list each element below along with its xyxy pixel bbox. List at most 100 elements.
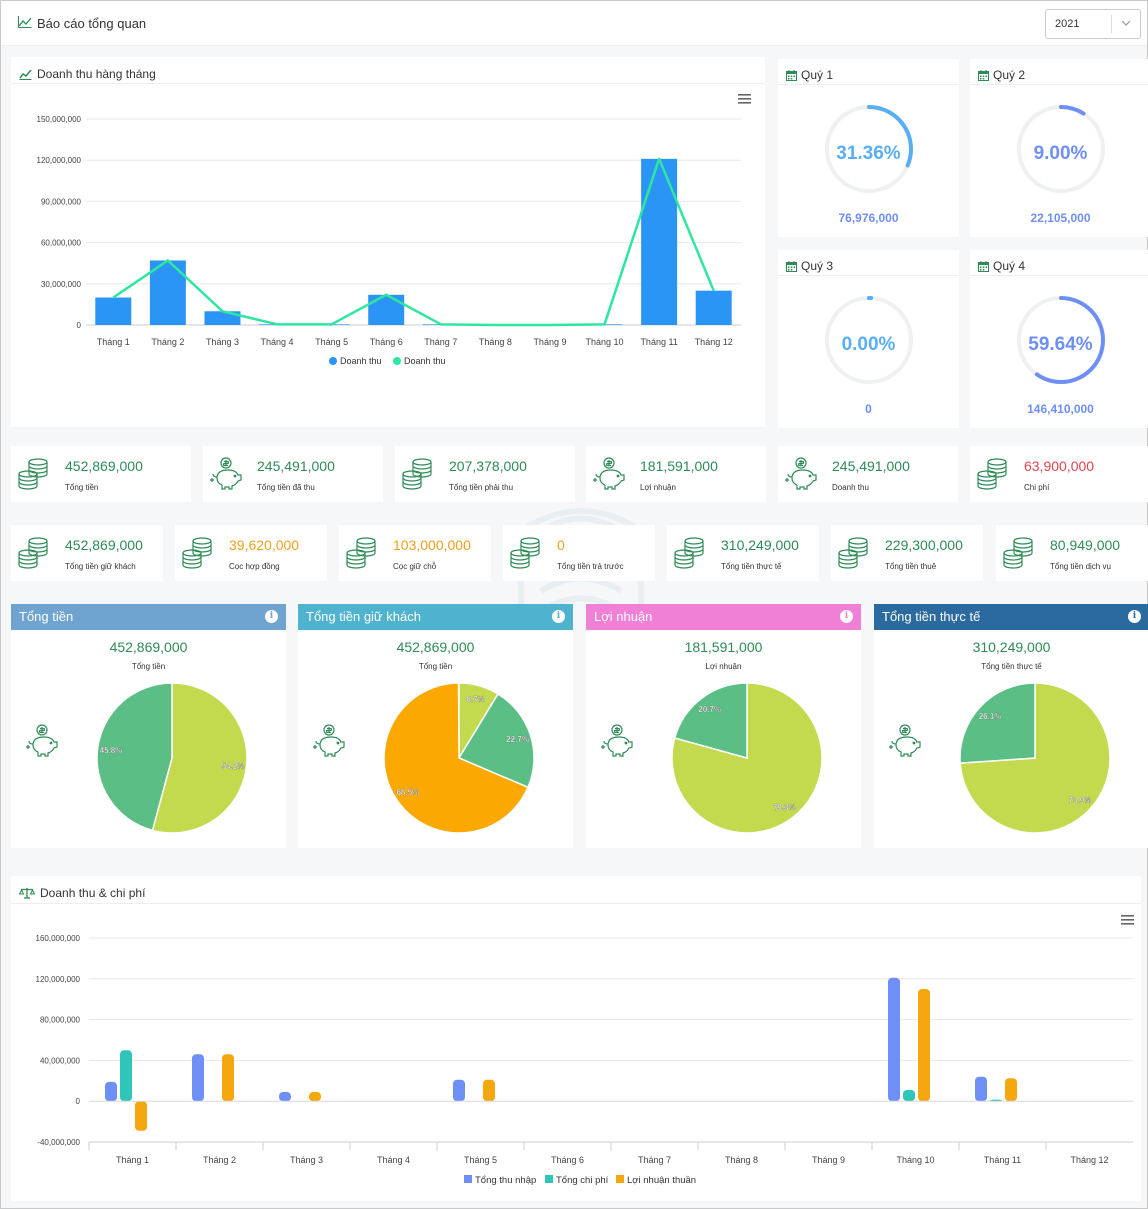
y-tick-label: 80,000,000	[40, 1016, 81, 1025]
revenue-bar[interactable]	[695, 290, 732, 325]
revenue-line[interactable]	[112, 157, 715, 327]
pie-title: Lợi nhuận	[594, 609, 653, 624]
chevron-down-icon[interactable]	[1120, 18, 1132, 28]
pie-icon-wrap	[600, 723, 636, 762]
quarter-card-1: Quý 1 31.36% 76,976,000	[778, 59, 959, 237]
x-tick-label: Tháng 6	[551, 1155, 584, 1165]
card-icon-wrap	[17, 535, 51, 574]
quarter-title: Quý 1	[786, 68, 833, 82]
quarter-progress-ring	[825, 296, 913, 384]
divider	[11, 83, 765, 84]
x-tick-label: Tháng 12	[1070, 1155, 1108, 1165]
quarter-title: Quý 4	[978, 259, 1025, 273]
divider	[778, 84, 959, 85]
legend-label[interactable]: Tổng chi phí	[556, 1175, 609, 1186]
ring-progress	[1017, 105, 1105, 193]
legend-label[interactable]: Doanh thu	[404, 356, 446, 366]
income-expense-bar[interactable]	[309, 1092, 321, 1102]
income-expense-bar[interactable]	[135, 1101, 147, 1131]
card-icon-wrap	[837, 535, 871, 574]
pie-subtitle: Tổng tiền	[418, 662, 453, 671]
legend-label[interactable]: Lợi nhuận thuần	[627, 1175, 696, 1186]
quarter-amount: 22,105,000	[1030, 211, 1091, 225]
income-expense-bar[interactable]	[222, 1054, 234, 1102]
info-icon[interactable]: i	[840, 610, 853, 623]
divider	[970, 275, 1148, 276]
income-expense-bar[interactable]	[1005, 1078, 1017, 1102]
income-expense-bar[interactable]	[120, 1050, 132, 1102]
coins-icon	[1003, 537, 1033, 569]
card-value: 245,491,000	[257, 458, 335, 474]
summary-card: 245,491,000 Doanh thu	[778, 446, 958, 502]
revenue-bar[interactable]	[368, 294, 405, 325]
income-expense-bar[interactable]	[975, 1076, 987, 1102]
income-expense-bar[interactable]	[453, 1079, 465, 1102]
summary-card: 0 Tổng tiền trả trước	[503, 525, 655, 581]
card-value: 452,869,000	[65, 458, 143, 474]
calendar-icon	[786, 261, 797, 272]
income-expense-bar[interactable]	[483, 1079, 495, 1102]
x-tick-label: Tháng 2	[203, 1155, 236, 1165]
ring-progress	[1017, 296, 1105, 384]
income-expense-bar[interactable]	[105, 1081, 117, 1102]
info-icon[interactable]: i	[552, 610, 565, 623]
legend-marker	[545, 1175, 553, 1183]
info-icon[interactable]: i	[1128, 610, 1141, 623]
y-tick-label: -40,000,000	[37, 1138, 80, 1147]
revenue-bar[interactable]	[95, 297, 132, 325]
quarter-progress-ring	[1017, 105, 1105, 193]
revenue-bar[interactable]	[641, 158, 678, 325]
legend-marker	[393, 357, 401, 365]
pie-slice[interactable]	[457, 692, 535, 789]
year-select[interactable]: 2021	[1045, 9, 1141, 39]
card-icon-wrap	[345, 535, 379, 574]
x-tick-label: Tháng 7	[424, 337, 457, 347]
balance-scale-icon	[18, 888, 36, 899]
pie-slice[interactable]	[673, 682, 748, 759]
card-value: 229,300,000	[885, 537, 963, 553]
pie-slice[interactable]	[151, 682, 248, 834]
area-chart-icon	[19, 69, 32, 80]
pie-slice[interactable]	[383, 682, 530, 834]
monthly-revenue-panel: Doanh thu hàng tháng 0 30,000,000 60,000,0…	[11, 57, 765, 427]
income-expense-bar[interactable]	[192, 1054, 204, 1102]
legend-marker	[329, 357, 337, 365]
info-icon[interactable]: i	[265, 610, 278, 623]
pie-slice-label: 54.2%	[222, 762, 245, 771]
income-expense-bar[interactable]	[918, 989, 930, 1102]
pie-slice-label: 26.1%	[979, 712, 1002, 721]
quarter-label: Quý 4	[993, 259, 1026, 273]
pie-panel-4: Tổng tiền thực tế i 310,249,000 Tổng tiền t…	[874, 604, 1148, 848]
legend-label[interactable]: Doanh thu	[340, 356, 382, 366]
card-icon-wrap	[209, 456, 245, 495]
coins-icon	[346, 537, 376, 569]
pie-chart: 73.9% 26.1%	[959, 682, 1111, 834]
chart-menu-icon[interactable]	[1121, 915, 1134, 925]
x-tick-label: Tháng 2	[151, 337, 184, 347]
pie-header: Lợi nhuận i	[586, 604, 861, 630]
card-value: 80,949,000	[1050, 537, 1121, 553]
pie-slice[interactable]	[959, 682, 1036, 764]
pie-chart: 79.3% 20.7%	[671, 682, 823, 834]
pie-slice[interactable]	[671, 682, 823, 834]
card-value: 452,869,000	[65, 537, 143, 553]
pie-subtitle: Tổng tiền thực tế	[981, 662, 1042, 671]
x-tick-label: Tháng 4	[261, 337, 294, 347]
pie-slice[interactable]	[96, 682, 173, 832]
pie-slice-label: 73.9%	[1069, 796, 1092, 805]
income-expense-title: Doanh thu & chi phí	[18, 886, 145, 900]
legend-label[interactable]: Tổng thu nhập	[475, 1175, 536, 1186]
income-expense-bar[interactable]	[903, 1089, 915, 1102]
income-expense-bar[interactable]	[888, 977, 900, 1102]
chart-menu-icon[interactable]	[738, 94, 751, 104]
quarter-progress-ring	[825, 105, 913, 193]
pie-total: 181,591,000	[684, 639, 763, 655]
pie-header: Tổng tiền giữ khách i	[298, 604, 573, 630]
pie-subtitle: Lợi nhuận	[705, 662, 742, 671]
y-tick-label: 30,000,000	[41, 280, 82, 289]
income-expense-bar[interactable]	[279, 1092, 291, 1102]
x-tick-label: Tháng 9	[812, 1155, 845, 1165]
y-tick-label: 90,000,000	[41, 197, 82, 206]
quarter-label: Quý 3	[801, 259, 834, 273]
x-tick-label: Tháng 5	[464, 1155, 497, 1165]
